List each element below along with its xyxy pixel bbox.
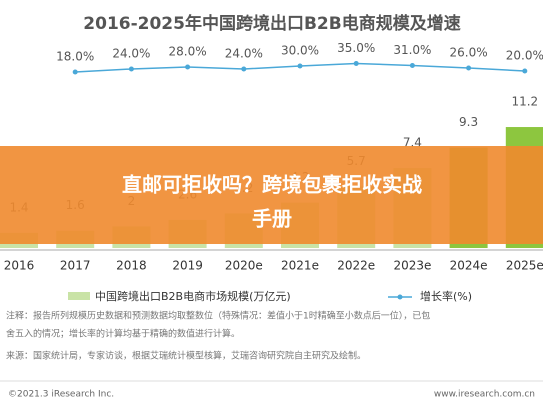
- chart-title: 2016-2025年中国跨境出口B2B电商规模及增速: [83, 13, 460, 34]
- legend-dot: [397, 294, 403, 300]
- growth-point: [466, 65, 472, 71]
- x-tick-label: 2022e: [337, 259, 375, 273]
- note: 注释：报告所列规模历史数据和预测数据均取整数位（特殊情况：差值小于1时精确至小数…: [6, 310, 430, 322]
- x-tick-label: 2021e: [281, 259, 319, 273]
- growth-point: [297, 63, 303, 69]
- growth-point: [522, 68, 528, 74]
- bar-label: 9.3: [459, 115, 478, 129]
- growth-label: 35.0%: [337, 41, 375, 55]
- x-tick-label: 2020e: [225, 259, 263, 273]
- note: 舍五入的情况；增长率的计算均基于精确的数值进行计算。: [6, 328, 240, 340]
- x-tick-label: 2016: [4, 259, 35, 273]
- legend-label: 中国跨境出口B2B电商市场规模(万亿元): [95, 289, 291, 303]
- growth-label: 26.0%: [450, 46, 488, 60]
- x-tick-label: 2024e: [450, 259, 488, 273]
- growth-point: [185, 64, 191, 70]
- growth-point: [353, 61, 359, 66]
- growth-label: 24.0%: [225, 47, 263, 61]
- growth-point: [409, 63, 415, 68]
- growth-label: 31.0%: [393, 43, 431, 57]
- legend-label: 增长率(%): [420, 289, 472, 303]
- growth-label: 30.0%: [281, 44, 319, 58]
- x-tick-label: 2025e: [506, 259, 543, 273]
- x-tick-label: 2017: [60, 259, 91, 273]
- banner-text: 手册: [252, 207, 292, 231]
- bar-label: 11.2: [511, 95, 538, 109]
- x-tick-label: 2023e: [393, 259, 431, 273]
- note: 来源：国家统计局，专家访谈，根据艾瑞统计模型核算，艾瑞咨询研究院自主研究及绘制。: [6, 350, 366, 362]
- growth-point: [128, 66, 134, 72]
- footer-left: ©2021.3 iResearch Inc.: [8, 390, 114, 400]
- legend-swatch: [68, 292, 90, 300]
- footer-right: www.iresearch.com.cn: [434, 390, 535, 400]
- banner-text: 直邮可拒收吗？跨境包裹拒收实战: [122, 173, 422, 197]
- x-tick-label: 2019: [172, 259, 203, 273]
- growth-label: 28.0%: [169, 45, 207, 59]
- growth-label: 20.0%: [506, 49, 543, 63]
- growth-point: [72, 69, 78, 75]
- growth-label: 24.0%: [112, 47, 150, 61]
- growth-point: [241, 66, 247, 72]
- x-tick-label: 2018: [116, 259, 147, 273]
- growth-label: 18.0%: [56, 50, 94, 64]
- banner: [0, 146, 543, 244]
